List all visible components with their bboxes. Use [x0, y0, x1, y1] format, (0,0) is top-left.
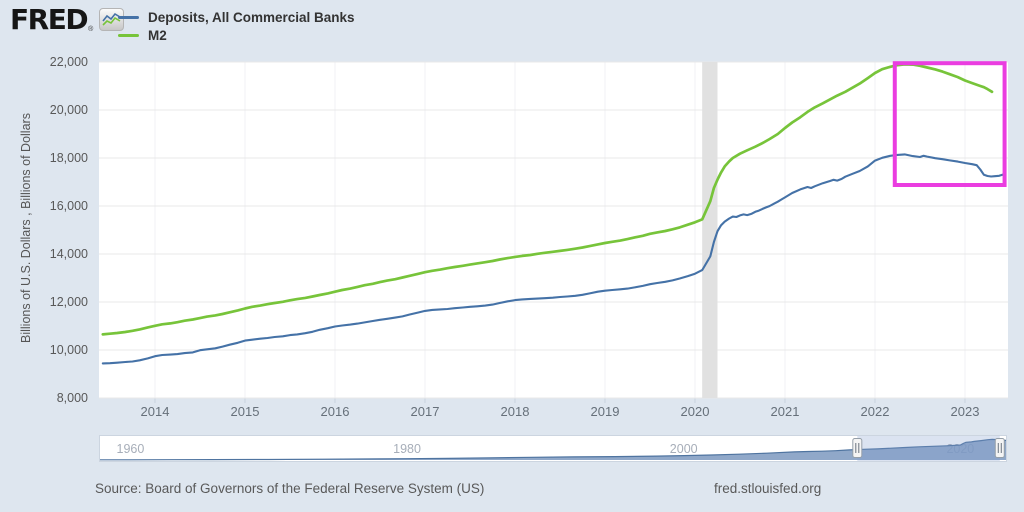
navigator-handle-right[interactable]: [994, 438, 1005, 458]
y-axis-tick-label: 20,000: [49, 103, 88, 117]
legend-label-m2: M2: [148, 27, 167, 43]
navigator-area-chart: [100, 439, 1006, 460]
registered-trademark: ®: [88, 26, 94, 33]
x-axis-tick-label: 2023: [950, 404, 980, 419]
x-axis-tick-label: 2021: [770, 404, 800, 419]
fred-url: fred.stlouisfed.org: [714, 481, 822, 496]
navigator-selected-range[interactable]: [857, 436, 1000, 461]
x-axis-tick-label: 2015: [230, 404, 260, 419]
legend-label-deposits: Deposits, All Commercial Banks: [148, 9, 355, 25]
y-axis-tick-label: 22,000: [49, 55, 88, 69]
x-axis-tick-label: 2018: [500, 404, 530, 419]
x-axis-tick-label: 2022: [860, 404, 890, 419]
y-axis-tick-label: 14,000: [49, 247, 88, 261]
y-axis-tick-label: 12,000: [49, 295, 88, 309]
fred-logo-text: FRED: [10, 3, 89, 36]
y-axis-tick-label: 16,000: [49, 199, 88, 213]
m2-legend-swatch-icon: [118, 33, 139, 37]
y-axis-tick-label: 8,000: [56, 391, 88, 405]
legend-item-m2[interactable]: M2: [118, 26, 355, 44]
range-navigator[interactable]: 1960198020002020: [99, 435, 1007, 462]
x-axis-tick-label: 2020: [680, 404, 710, 419]
m2-line: [101, 63, 994, 336]
deposits-line: [101, 153, 1004, 365]
fred-logo[interactable]: FRED ®: [10, 3, 125, 36]
y-axis-tick-label: 18,000: [49, 151, 88, 165]
chart-legend: Deposits, All Commercial Banks M2: [118, 8, 355, 44]
y-axis-tick-label: 10,000: [49, 343, 88, 357]
legend-item-deposits[interactable]: Deposits, All Commercial Banks: [118, 8, 355, 26]
navigator-tick-label: 1980: [393, 442, 421, 456]
navigator-handle-left[interactable]: [852, 438, 863, 458]
x-axis-tick-label: 2016: [320, 404, 350, 419]
deposits-legend-swatch-icon: [118, 15, 139, 19]
fred-logo-chart-icon: [99, 8, 125, 31]
recession-band: [702, 62, 718, 398]
navigator-tick-label: 2000: [669, 442, 698, 456]
x-axis-tick-label: 2019: [590, 404, 620, 419]
navigator-area-line: [100, 438, 1007, 461]
x-axis-tick-label: 2017: [410, 404, 440, 419]
highlight-annotation-box: [892, 61, 1007, 188]
chart-plot-area[interactable]: [99, 61, 1008, 403]
navigator-tick-label: 1960: [116, 442, 145, 456]
source-note: Source: Board of Governors of the Federa…: [95, 481, 485, 496]
x-axis-tick-label: 2014: [140, 404, 170, 419]
